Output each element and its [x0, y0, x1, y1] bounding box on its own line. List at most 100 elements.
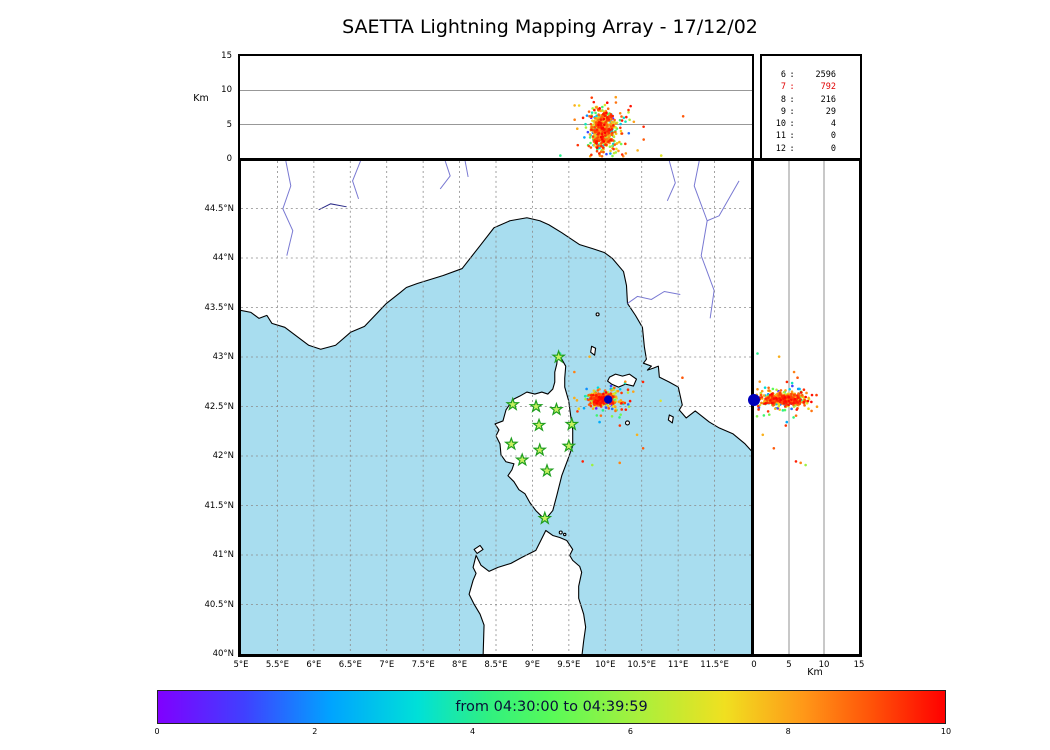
colon: :	[789, 82, 795, 93]
map-panel	[238, 158, 754, 657]
colorbar-tick: 0	[154, 727, 160, 736]
mainland-coast	[241, 161, 751, 452]
alt-tick: 5	[226, 119, 232, 130]
colorbar-gradient	[158, 691, 945, 723]
lat-tick: 42°N	[212, 451, 234, 462]
sardinia-coast	[468, 529, 587, 654]
alt-tick: 15	[221, 51, 232, 61]
alt-tick: 10	[221, 85, 232, 96]
lon-tick: 11°E	[667, 660, 689, 670]
station-star	[514, 452, 530, 467]
lat-tick: 42.5°N	[204, 401, 234, 412]
right-panel-gridlines	[788, 161, 825, 654]
right-km-tick: 15	[853, 660, 865, 670]
giglio-island	[667, 414, 674, 424]
colorbar-tick: 10	[940, 727, 952, 736]
altitude-latitude-panel	[754, 158, 862, 657]
lon-tick: 7.5°E	[411, 660, 435, 670]
colorbar-label: from 04:30:00 to 04:39:59	[455, 699, 648, 715]
asinara-island	[473, 544, 484, 554]
lat-tick: 40°N	[212, 649, 234, 660]
station-count-label: 8	[780, 94, 786, 105]
maddalena-island-2	[562, 532, 567, 537]
station-count-value: 4	[830, 119, 836, 130]
colon: :	[789, 119, 795, 130]
right-km-tick: 10	[818, 660, 830, 670]
maddalena-island	[558, 530, 563, 535]
lat-tick: 41°N	[212, 550, 234, 561]
station-count-label: 9	[780, 106, 786, 117]
time-colorbar: from 04:30:00 to 04:39:59	[157, 690, 946, 724]
colon: :	[789, 70, 795, 80]
lon-tick: 5.5°E	[265, 660, 289, 670]
lon-tick: 8°E	[452, 660, 468, 670]
gorgona-island	[595, 312, 600, 317]
lon-tick: 9.5°E	[557, 660, 581, 670]
lat-tick: 44°N	[212, 253, 234, 264]
station-count-value: 792	[820, 82, 836, 93]
source-count-row: 6: 2596	[770, 69, 856, 81]
corsica-coast	[494, 354, 574, 520]
station-count-label: 10	[775, 119, 786, 130]
lightning-sources-altitude-longitude	[559, 95, 685, 158]
lon-tick: 7°E	[379, 660, 395, 670]
map-gridlines	[241, 161, 751, 654]
station-star	[531, 417, 547, 432]
lon-tick: 9°E	[524, 660, 540, 670]
colorbar-tick: 8	[785, 727, 791, 736]
lat-tick: 40.5°N	[204, 599, 234, 610]
lat-tick: 44.5°N	[204, 203, 234, 214]
right-axis-km-label: Km	[807, 667, 823, 678]
station-star	[532, 442, 548, 457]
station-star	[539, 463, 555, 478]
lon-tick: 6.5°E	[338, 660, 362, 670]
saetta-stations	[503, 349, 580, 525]
station-star	[537, 510, 553, 525]
flash-origin-marker-side	[748, 393, 760, 406]
source-count-panel: 6: 2596 7: 792 8: 216 9: 29 10: 4 11: 0 12: 0	[760, 54, 862, 161]
lat-tick: 41.5°N	[204, 500, 234, 511]
source-count-row: 8: 216	[770, 94, 856, 106]
colon: :	[789, 106, 795, 117]
source-count-row: 10: 4	[770, 118, 856, 130]
lon-tick: 10.5°E	[627, 660, 656, 670]
colon: :	[789, 94, 795, 105]
station-count-label: 7	[780, 82, 786, 93]
source-count-row: 11: 0	[770, 130, 856, 142]
station-star	[528, 398, 544, 413]
station-count-value: 0	[830, 143, 836, 154]
source-count-row: 12: 0	[770, 143, 856, 155]
station-count-label: 6	[780, 70, 786, 80]
station-star	[561, 438, 577, 453]
lat-tick: 43°N	[212, 352, 234, 363]
altitude-longitude-panel	[238, 54, 754, 161]
station-count-value: 29	[825, 106, 836, 117]
colorbar-tick: 4	[470, 727, 476, 736]
lat-tick: 43.5°N	[204, 302, 234, 313]
station-count-label: 11	[775, 131, 786, 142]
source-count-row: 9: 29	[770, 106, 856, 118]
page-title: SAETTA Lightning Mapping Array - 17/12/0…	[342, 16, 758, 38]
right-km-tick: 5	[786, 660, 792, 670]
top-axis-km-label: Km	[193, 93, 209, 104]
lon-tick: 10°E	[595, 660, 616, 670]
lon-tick: 6°E	[306, 660, 322, 670]
station-count-value: 2596	[815, 70, 836, 80]
station-star	[551, 349, 567, 364]
colorbar-tick: 2	[312, 727, 318, 736]
colorbar-tick: 6	[627, 727, 633, 736]
station-star	[564, 416, 580, 431]
colon: :	[789, 143, 795, 154]
station-count-label: 12	[775, 143, 786, 154]
lon-tick: 11.5°E	[700, 660, 729, 670]
station-star	[503, 436, 519, 451]
lightning-sources-altitude-latitude	[755, 352, 819, 467]
source-count-row: 7: 792	[770, 81, 856, 93]
station-star	[549, 401, 564, 416]
lon-tick: 5°E	[233, 660, 249, 670]
lon-tick: 8.5°E	[484, 660, 508, 670]
station-count-value: 0	[830, 131, 836, 142]
coastlines	[241, 161, 751, 654]
station-star	[505, 396, 521, 411]
